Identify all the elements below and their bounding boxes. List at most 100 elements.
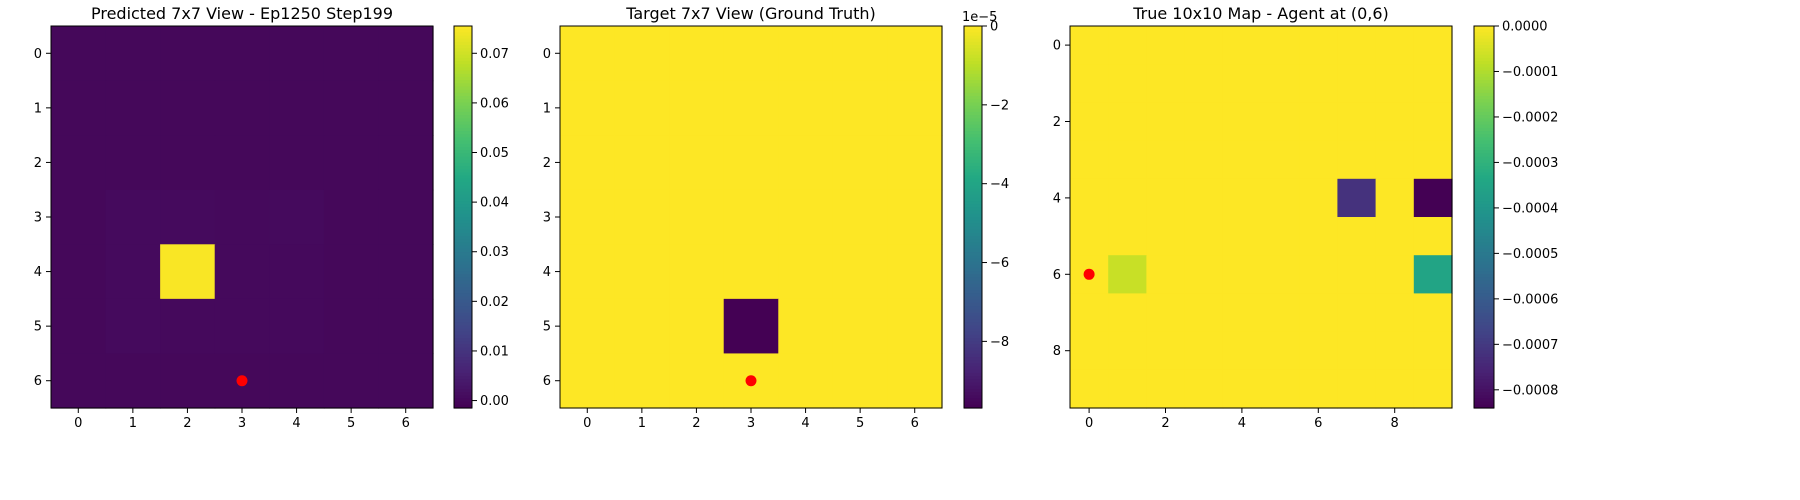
colorbar-band [1474,217,1494,221]
colorbar-band [964,299,982,304]
colorbar-band [964,70,982,75]
heatmap-cell [214,135,270,191]
colorbar-band [454,67,472,72]
colorbar-band [964,392,982,396]
colorbar-band [964,382,982,387]
y-tick-label: 3 [543,211,551,226]
colorbar-band [964,385,982,390]
heatmap-cell [51,353,107,409]
colorbar-band [1474,169,1494,174]
colorbar-tick-label: 0.02 [480,295,509,310]
colorbar-band [1474,150,1494,154]
colorbar-band [1474,245,1494,250]
colorbar-band [1474,404,1494,409]
colorbar-band [454,197,472,202]
colorbar-band [454,264,472,269]
colorbar-band [454,102,472,107]
agent-marker [745,375,757,387]
y-tick-label: 2 [34,156,42,171]
colorbar-band [964,156,982,161]
heatmap-cell [105,189,161,245]
colorbar-band [454,350,472,355]
heatmap-cell [1375,102,1415,142]
colorbar-band [964,80,982,84]
heatmap-cell [1261,64,1300,103]
heatmap-cell [378,26,434,82]
colorbar-band [454,61,472,65]
heatmap-cell [1375,140,1415,180]
heatmap-cell [51,80,107,136]
colorbar-band [1474,204,1494,209]
colorbar-band [454,363,472,368]
colorbar-band [1474,115,1494,119]
colorbar-band [1474,83,1494,88]
colorbar-tick-label: −2 [990,98,1009,113]
colorbar-band [454,172,472,177]
y-tick-label: 4 [1053,191,1061,206]
heatmap-cell [214,298,270,355]
heatmap-cell [1184,369,1224,409]
colorbar-band [1474,178,1494,183]
heatmap-cell [269,135,325,191]
heatmap-cell [778,244,834,300]
colorbar-tick-label: −8 [990,335,1009,350]
colorbar-band [964,388,982,393]
colorbar-band [454,277,472,282]
heatmap-cell [1222,140,1262,180]
colorbar-band [454,334,472,339]
heatmap-cell [1413,26,1453,65]
colorbar-band [964,67,982,72]
colorbar-band [1474,232,1494,237]
heatmap-cell [1184,64,1224,103]
colorbar-band [1474,134,1494,139]
colorbar-band [964,96,982,100]
heatmap-cell [560,298,616,355]
colorbar-band [964,213,982,218]
colorbar-band [454,347,472,352]
colorbar-tick-label: −4 [990,177,1009,192]
heatmap-cell [378,353,434,409]
colorbar-band [964,366,982,371]
heatmap-cell [560,189,616,245]
heatmap-cell [832,353,889,409]
colorbar-band [454,379,472,384]
heatmap-cell [1146,140,1186,180]
heatmap-cell [614,298,670,355]
colorbar-band [964,61,982,65]
colorbar-band [454,309,472,314]
x-tick-label: 5 [856,416,864,431]
heatmap-cell [1261,178,1300,218]
heatmap-cell [1222,217,1262,256]
colorbar-band [964,376,982,380]
heatmap-cell [1108,102,1147,142]
heatmap-cell [323,244,380,300]
heatmap-cell [778,26,834,82]
heatmap-cell [1070,178,1109,218]
colorbar-band [1474,207,1494,212]
colorbar-band [454,146,472,151]
colorbar-band [454,127,472,132]
colorbar-band [1474,41,1494,46]
colorbar-band [454,153,472,158]
colorbar-band [964,166,982,170]
colorbar-band [454,194,472,199]
heatmap-cell [1337,331,1377,371]
colorbar-band [1474,73,1494,78]
heatmap-cell [160,298,216,355]
colorbar-tick-label: −0.0002 [1502,110,1558,125]
colorbar-band [1474,61,1494,65]
colorbar-band [964,162,982,167]
colorbar-band [1474,236,1494,240]
colorbar-band [1474,258,1494,263]
colorbar-band [1474,166,1494,170]
colorbar-band [1474,287,1494,291]
x-tick-label: 1 [638,416,646,431]
colorbar-band [454,99,472,103]
y-tick-label: 6 [543,374,551,389]
colorbar-tick-label: −6 [990,256,1009,271]
colorbar-band [1474,255,1494,259]
colorbar-band [454,252,472,256]
heatmap-cell [1184,178,1224,218]
colorbar-band [454,236,472,240]
colorbar-band [1474,67,1494,72]
